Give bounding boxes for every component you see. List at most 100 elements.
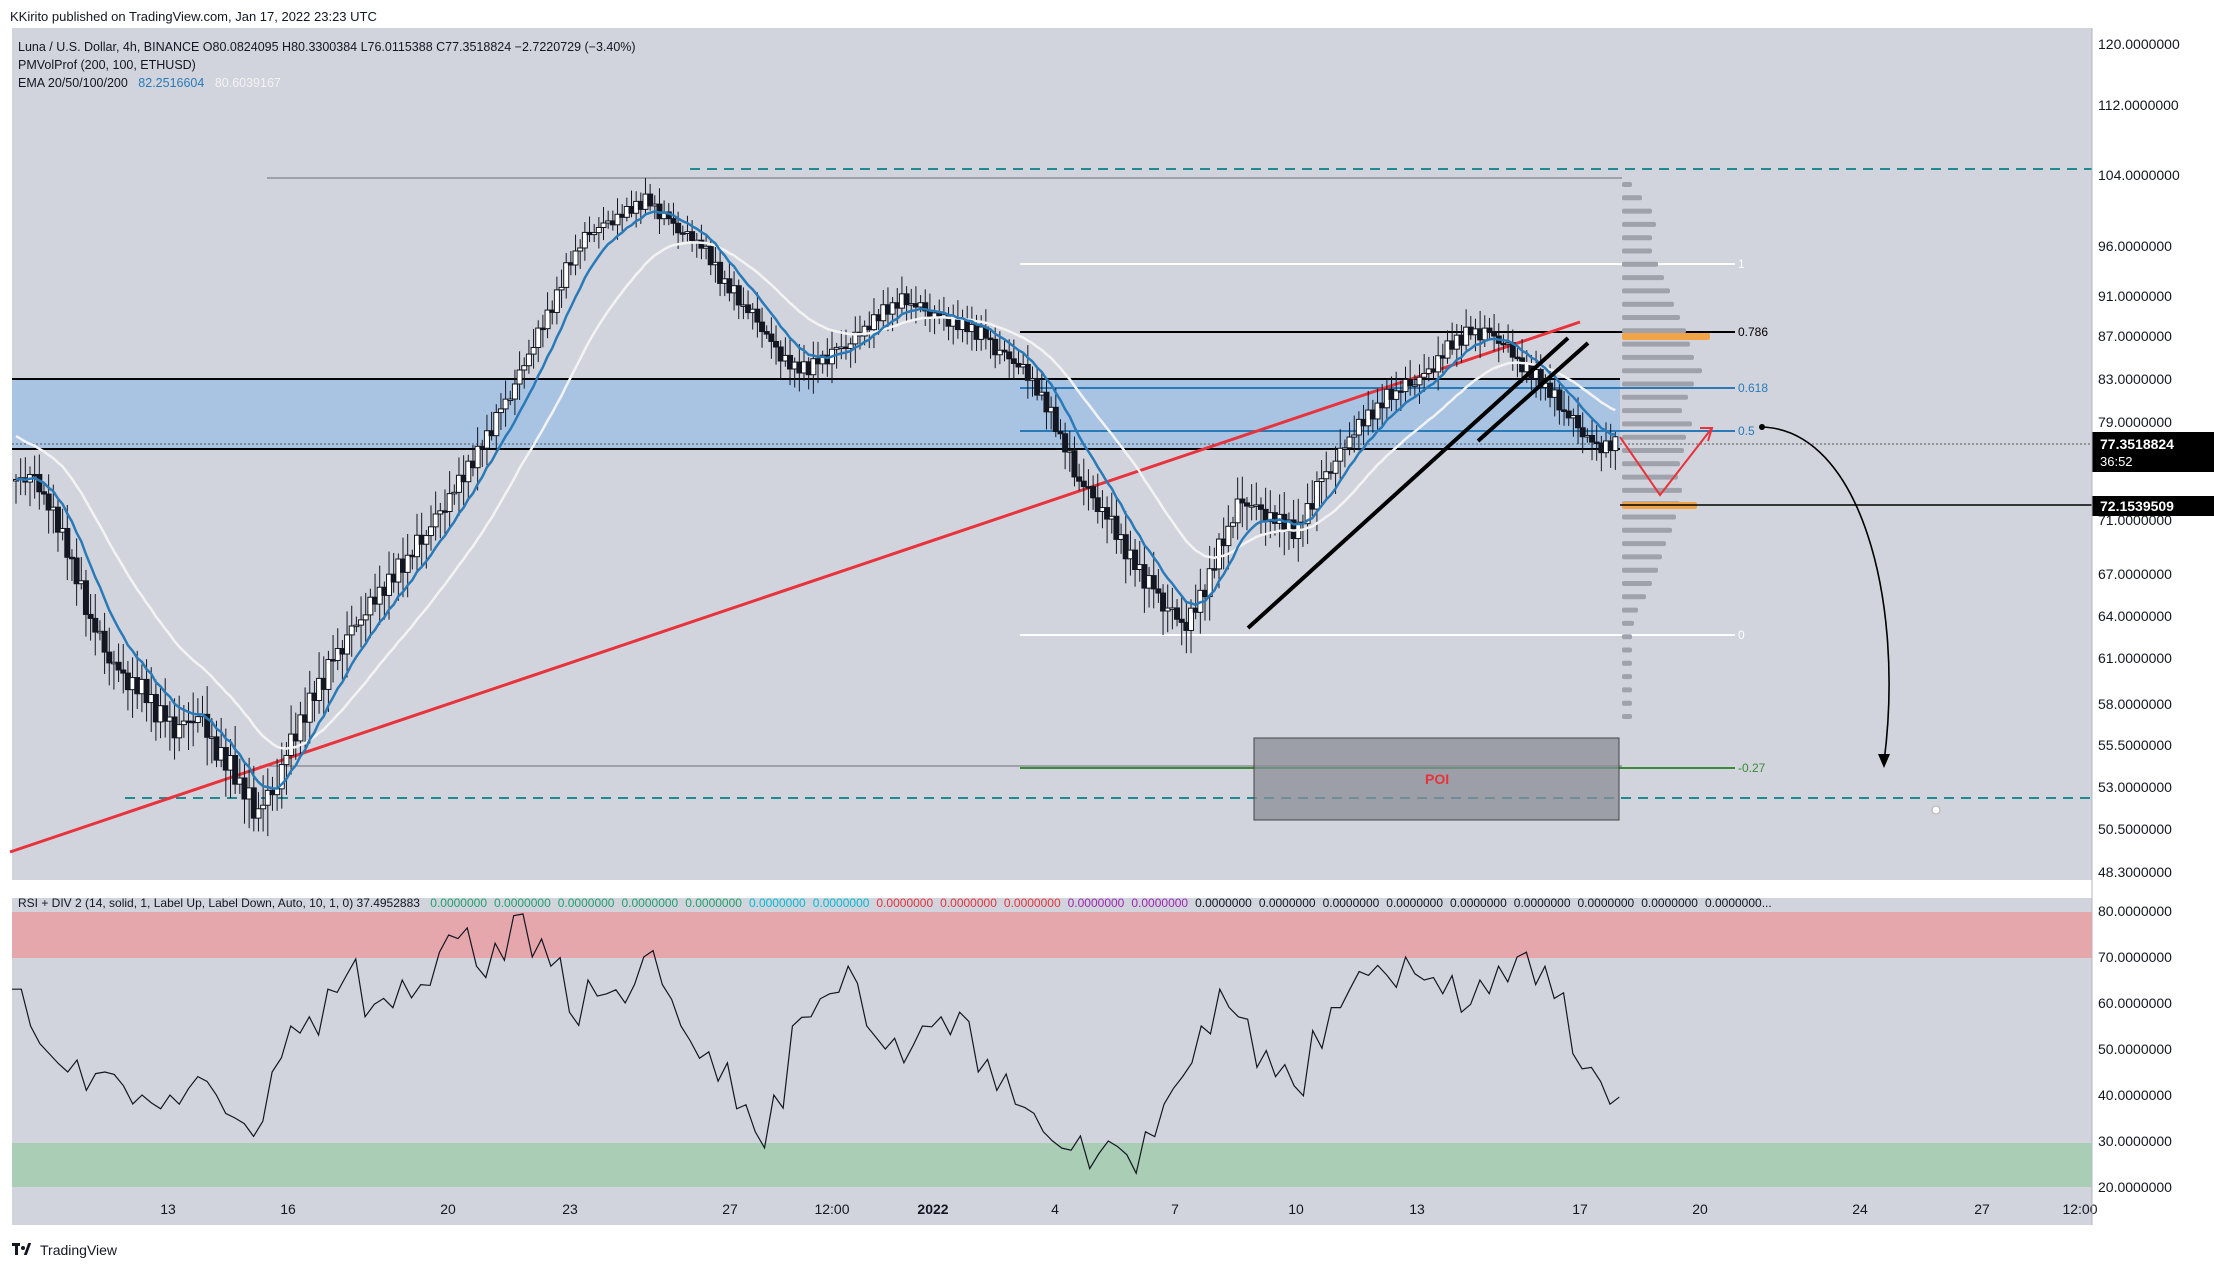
candle-body [670, 218, 677, 224]
candle-body [1243, 502, 1250, 507]
candle-body [1575, 415, 1582, 429]
rsi-oversold-band [12, 1143, 2092, 1187]
x-axis-label: 27 [722, 1201, 738, 1217]
volume-profile-bar [1622, 248, 1652, 254]
y-axis-label: 58.0000000 [2098, 696, 2172, 712]
candle-body [1178, 618, 1185, 623]
volume-profile [1622, 182, 1702, 719]
candle-body [362, 614, 369, 621]
candle-body [1010, 358, 1017, 364]
rsi-legend-value: 0.0000000 [1131, 896, 1189, 910]
candle-body [1239, 498, 1246, 504]
poc-bar-upper [1622, 333, 1710, 340]
volume-profile-bar [1622, 647, 1632, 653]
candle-body [455, 474, 462, 493]
candle-body [414, 534, 420, 558]
level-price-box [2092, 496, 2214, 516]
candle-body [996, 349, 1003, 356]
candle-body [1234, 498, 1241, 524]
candle-body [535, 327, 542, 349]
candle-body [1001, 349, 1008, 353]
candle-body [1043, 391, 1050, 413]
x-axis-label: 13 [160, 1201, 176, 1217]
x-axis-label: 13 [1409, 1201, 1425, 1217]
ema-label: EMA 20/50/100/200 [18, 76, 128, 90]
candle-body [707, 245, 714, 266]
candle-body [1062, 433, 1069, 453]
rsi-legend-value: 0.0000000 [430, 896, 488, 910]
rsi-legend-value: 0.0000000 [876, 896, 934, 910]
candle-body [763, 331, 770, 335]
x-axis-label: 17 [1572, 1201, 1588, 1217]
candle-body [54, 506, 61, 533]
y-axis-label: 50.5000000 [2098, 821, 2172, 837]
rsi-legend-value: 0.0000000 [812, 896, 870, 910]
rsi-axis-label: 80.0000000 [2098, 903, 2172, 919]
candle-body [1113, 515, 1120, 540]
time-axis-area [12, 1190, 2092, 1225]
x-axis-label: 20 [1692, 1201, 1708, 1217]
candle-body [1556, 389, 1563, 411]
volprof-legend: PMVolProf (200, 100, ETHUSD) [18, 58, 196, 72]
footer-brand[interactable]: TradingView [12, 1242, 117, 1258]
candle-body [64, 527, 71, 558]
volume-profile-bar [1622, 182, 1632, 187]
fib-label: 0.618 [1738, 381, 1768, 395]
candle-body [516, 369, 523, 385]
x-axis-label: 7 [1171, 1201, 1179, 1217]
candle-body [283, 754, 290, 766]
candle-body [591, 232, 598, 236]
candle-body [1463, 326, 1470, 346]
volume-profile-bar [1622, 288, 1670, 294]
rsi-axis-label: 70.0000000 [2098, 949, 2172, 965]
volume-profile-bar [1622, 301, 1674, 307]
candle-body [493, 412, 500, 437]
candle-body [1416, 376, 1423, 386]
volume-profile-bar [1622, 674, 1632, 680]
candle-body [507, 398, 514, 402]
candle-body [1341, 447, 1348, 450]
volume-profile-bar [1622, 368, 1702, 374]
candle-body [558, 286, 565, 291]
y-axis-label: 96.0000000 [2098, 238, 2172, 254]
volume-profile-bar [1622, 394, 1688, 400]
rsi-axis-label: 30.0000000 [2098, 1133, 2172, 1149]
candle-body [204, 713, 211, 738]
candle-body [162, 705, 169, 722]
volume-profile-bar [1622, 328, 1686, 334]
volume-profile-bar [1622, 221, 1656, 227]
y-axis-label: 87.0000000 [2098, 328, 2172, 344]
ema2-value: 80.6039167 [214, 76, 281, 90]
candle-body [1491, 331, 1498, 337]
volume-profile-bar [1622, 208, 1652, 214]
candle-body [348, 625, 355, 636]
candle-body [1355, 418, 1362, 436]
candle-body [483, 430, 490, 449]
candle-body [432, 513, 439, 528]
target-marker [1931, 805, 1941, 815]
candle-body [101, 630, 108, 653]
candle-body [255, 808, 262, 819]
y-axis-label: 79.0000000 [2098, 414, 2172, 430]
candle-body [600, 222, 607, 228]
red-trendline [9, 320, 1581, 854]
volume-profile-bar [1622, 381, 1694, 387]
y-axis-label: 61.0000000 [2098, 650, 2172, 666]
price-legend: Luna / U.S. Dollar, 4h, BINANCE O80.0824… [18, 40, 636, 54]
candle-body [1229, 522, 1236, 527]
candle-body [446, 493, 453, 513]
candle-body [250, 787, 257, 819]
level-price-label: 72.1539509 [2100, 498, 2174, 514]
candle-body [92, 617, 99, 633]
rsi-legend-value: 0.0000000 [494, 896, 551, 910]
rsi-legend-value: 0.0000000 [1641, 896, 1698, 910]
footer-brand-label: TradingView [40, 1242, 118, 1258]
candle-body [810, 358, 817, 376]
poi-label: POI [1425, 771, 1449, 787]
candle-body [87, 613, 94, 619]
rsi-axis-label: 50.0000000 [2098, 1041, 2172, 1057]
y-axis-label: 120.0000000 [2098, 36, 2180, 52]
candle-body [232, 755, 239, 785]
